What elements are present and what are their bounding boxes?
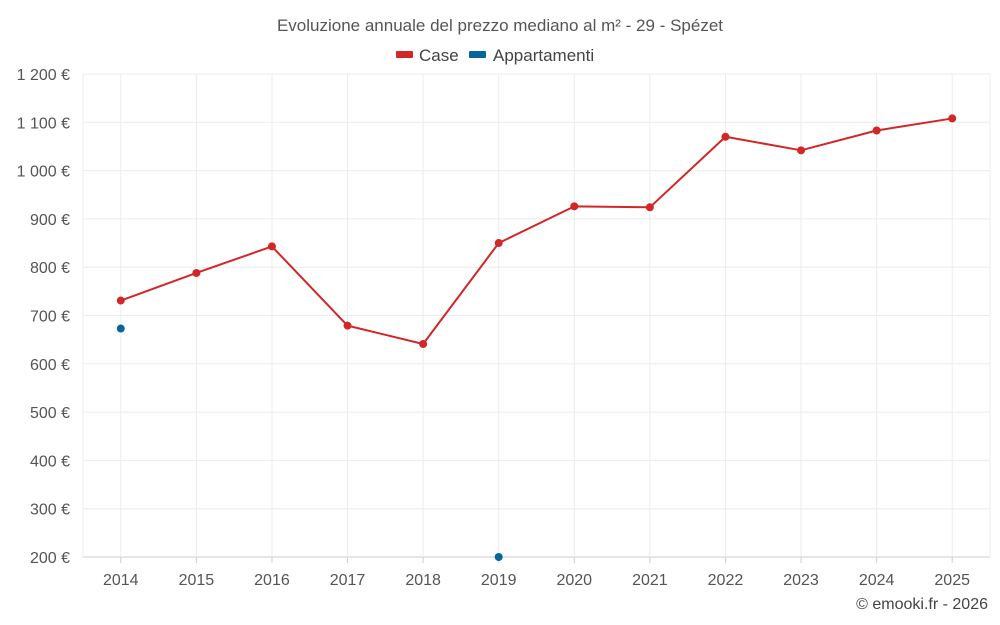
x-tick-label: 2023 <box>783 572 819 589</box>
x-tick-label: 2014 <box>103 572 139 589</box>
legend-item-appartamenti[interactable]: Appartamenti <box>469 46 594 65</box>
data-point-case[interactable] <box>645 203 654 212</box>
data-point-case[interactable] <box>343 321 352 330</box>
data-point-appartamenti[interactable] <box>116 324 125 333</box>
y-tick-label: 1 200 € <box>17 67 70 84</box>
series-layer <box>116 114 957 561</box>
data-point-case[interactable] <box>494 239 503 248</box>
y-tick-label: 700 € <box>30 309 70 326</box>
legend-item-case[interactable]: Case <box>396 46 459 65</box>
y-tick-label: 1 100 € <box>17 115 70 132</box>
x-tick-label: 2018 <box>405 572 441 589</box>
y-axis: 200 € 300 € 400 € 500 € 600 € 700 € 800 € 900 €… <box>17 67 70 567</box>
y-tick-label: 400 € <box>30 453 70 470</box>
data-point-appartamenti[interactable] <box>494 553 503 561</box>
data-point-case[interactable] <box>419 339 428 348</box>
x-tick-label: 2020 <box>556 572 592 589</box>
data-point-case[interactable] <box>570 202 579 211</box>
data-point-case[interactable] <box>721 132 730 141</box>
y-tick-label: 300 € <box>30 502 70 519</box>
y-tick-label: 800 € <box>30 260 70 277</box>
data-point-case[interactable] <box>116 296 125 305</box>
y-tick-label: 600 € <box>30 357 70 374</box>
x-tick-label: 2019 <box>481 572 517 589</box>
data-point-case[interactable] <box>797 146 806 155</box>
series-line-case <box>120 117 953 345</box>
data-point-case[interactable] <box>948 114 957 123</box>
x-tick-label: 2016 <box>254 572 290 589</box>
y-tick-label: 500 € <box>30 405 70 422</box>
legend-label-appartamenti: Appartamenti <box>493 46 594 65</box>
data-point-case[interactable] <box>872 126 881 135</box>
legend: Case Appartamenti <box>396 46 594 65</box>
x-tick-label: 2015 <box>179 572 215 589</box>
grid <box>82 73 991 558</box>
x-tick-label: 2024 <box>859 572 895 589</box>
y-tick-label: 1 000 € <box>17 164 70 181</box>
x-tick-label: 2022 <box>708 572 744 589</box>
legend-label-case: Case <box>419 46 459 65</box>
y-tick-label: 900 € <box>30 212 70 229</box>
chart-title: Evoluzione annuale del prezzo mediano al… <box>277 16 723 35</box>
legend-swatch-case <box>396 51 413 58</box>
credit-text: © emooki.fr - 2026 <box>856 596 988 613</box>
x-tick-label: 2021 <box>632 572 668 589</box>
x-tick-label: 2025 <box>934 572 970 589</box>
legend-swatch-appartamenti <box>469 51 486 58</box>
y-tick-label: 200 € <box>30 550 70 567</box>
data-point-case[interactable] <box>192 268 201 277</box>
data-point-case[interactable] <box>267 242 276 251</box>
x-axis: 2014 2015 2016 2017 2018 2019 2020 2021 2022 2023… <box>103 557 970 589</box>
x-tick-label: 2017 <box>330 572 366 589</box>
